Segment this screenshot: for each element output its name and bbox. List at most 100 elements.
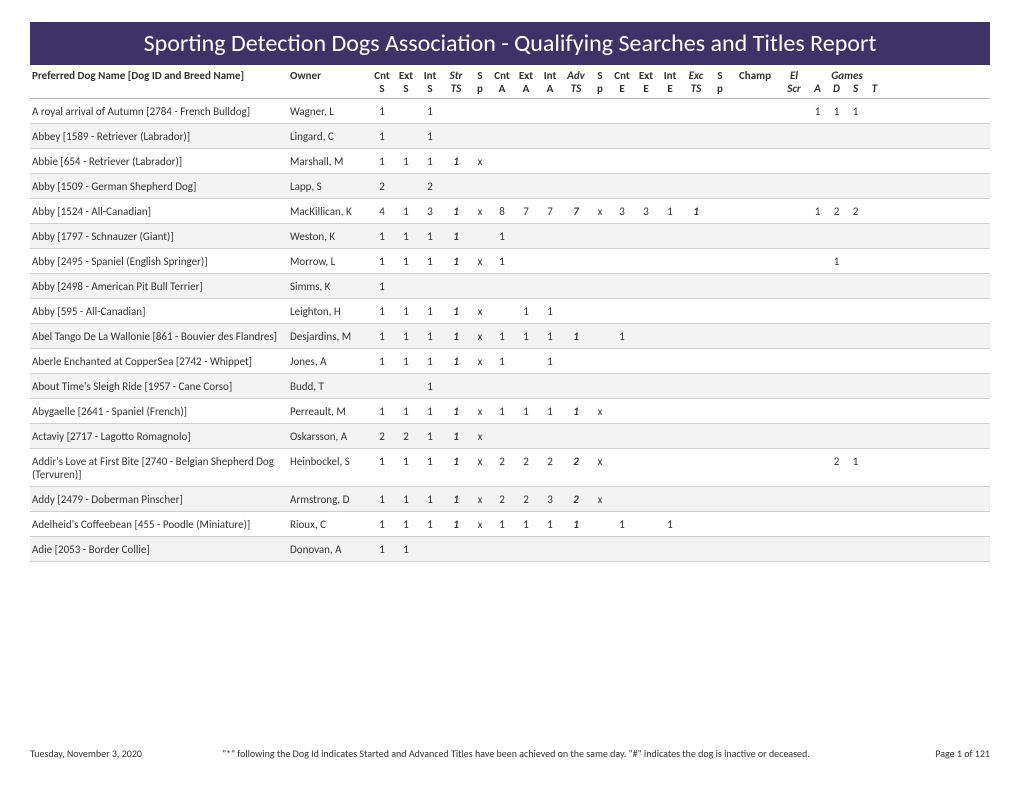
- cell-dog: Actaviy [2717 - Lagotto Romagnolo]: [30, 430, 290, 443]
- page-footer: Tuesday, November 3, 2020 "*" following …: [30, 747, 990, 760]
- cell: 1: [418, 518, 442, 531]
- table-row: Abbie [654 - Retriever (Labrador)]Marsha…: [30, 149, 990, 174]
- cell-owner: Wagner, L: [290, 105, 370, 118]
- cell: x: [470, 355, 490, 368]
- cell: 1: [370, 305, 394, 318]
- header-col-bot: TS: [682, 82, 710, 95]
- cell: 1: [538, 305, 562, 318]
- cell: x: [590, 493, 610, 506]
- cell: 1: [610, 330, 634, 343]
- cell: 1: [442, 205, 470, 218]
- cell: 1: [610, 518, 634, 531]
- cell: 1: [370, 130, 394, 143]
- table-row: Abby [1524 - All-Canadian]MacKillican, K…: [30, 199, 990, 224]
- cell: 1: [442, 305, 470, 318]
- cell-owner: Donovan, A: [290, 543, 370, 556]
- cell-owner: Lingard, C: [290, 130, 370, 143]
- table-row: Abby [1797 - Schnauzer (Giant)]Weston, K…: [30, 224, 990, 249]
- cell-owner: Simms, K: [290, 280, 370, 293]
- cell-dog: Aberle Enchanted at CopperSea [2742 - Wh…: [30, 355, 290, 368]
- header-row-2: SSSTSpAAATSpEEETSpScr ADST: [30, 82, 990, 99]
- cell: 2: [562, 455, 590, 468]
- cell-dog: About Time's Sleigh Ride [1957 - Cane Co…: [30, 380, 290, 393]
- table-row: Abby [2498 - American Pit Bull Terrier]S…: [30, 274, 990, 299]
- cell: 1: [394, 255, 418, 268]
- header-row-1: Preferred Dog Name [Dog ID and Breed Nam…: [30, 69, 990, 82]
- header-col-bot: S: [394, 82, 418, 95]
- cell: 1: [370, 455, 394, 468]
- cell: 1: [370, 230, 394, 243]
- table-row: A royal arrival of Autumn [2784 - French…: [30, 99, 990, 124]
- cell: 1: [514, 518, 538, 531]
- cell-dog: Abbie [654 - Retriever (Labrador)]: [30, 155, 290, 168]
- cell: 2: [490, 455, 514, 468]
- cell-game: 2: [827, 455, 846, 468]
- header-col-bot: p: [710, 82, 730, 95]
- cell: x: [470, 430, 490, 443]
- cell: 1: [394, 455, 418, 468]
- header-col-bot: p: [590, 82, 610, 95]
- cell: 1: [682, 205, 710, 218]
- header-games-sub: T: [865, 82, 884, 95]
- header-col-bot: E: [658, 82, 682, 95]
- cell-dog: Adie [2053 - Border Collie]: [30, 543, 290, 556]
- header-col-top: Exc: [682, 69, 710, 82]
- cell: 1: [442, 155, 470, 168]
- cell-owner: Desjardins, M: [290, 330, 370, 343]
- cell: x: [470, 205, 490, 218]
- header-col-top: S: [710, 69, 730, 82]
- table-row: Actaviy [2717 - Lagotto Romagnolo]Oskars…: [30, 424, 990, 449]
- cell-dog: Abygaelle [2641 - Spaniel (French)]: [30, 405, 290, 418]
- cell: 1: [490, 255, 514, 268]
- data-table: A royal arrival of Autumn [2784 - French…: [30, 99, 990, 562]
- cell-dog: Abby [1524 - All-Canadian]: [30, 205, 290, 218]
- cell: 1: [538, 355, 562, 368]
- cell: 1: [490, 405, 514, 418]
- header-col-top: Str: [442, 69, 470, 82]
- header-col-bot: p: [470, 82, 490, 95]
- cell: x: [470, 255, 490, 268]
- header-col-top: Ext: [394, 69, 418, 82]
- cell-owner: Perreault, M: [290, 405, 370, 418]
- cell: 1: [538, 405, 562, 418]
- cell: 4: [370, 205, 394, 218]
- cell-dog: Abby [2498 - American Pit Bull Terrier]: [30, 280, 290, 293]
- header-col-top: Champ: [730, 69, 780, 82]
- cell-dog: Adelheid's Coffeebean [455 - Poodle (Min…: [30, 518, 290, 531]
- table-row: About Time's Sleigh Ride [1957 - Cane Co…: [30, 374, 990, 399]
- footer-date: Tuesday, November 3, 2020: [30, 747, 142, 760]
- cell: 1: [418, 105, 442, 118]
- cell: 1: [370, 330, 394, 343]
- cell: 1: [370, 280, 394, 293]
- cell-game: 1: [808, 205, 827, 218]
- cell-game: 1: [808, 105, 827, 118]
- cell: x: [470, 155, 490, 168]
- header-games-sub: A: [808, 82, 827, 95]
- cell: 2: [370, 430, 394, 443]
- cell: 2: [418, 180, 442, 193]
- cell: 1: [442, 430, 470, 443]
- cell: 1: [538, 518, 562, 531]
- cell-owner: Morrow, L: [290, 255, 370, 268]
- cell: x: [470, 405, 490, 418]
- cell: 1: [418, 305, 442, 318]
- cell: 1: [394, 518, 418, 531]
- header-col-top: Int: [418, 69, 442, 82]
- header-col-bot: A: [514, 82, 538, 95]
- table-row: Abel Tango De La Wallonie [861 - Bouvier…: [30, 324, 990, 349]
- cell: 1: [394, 330, 418, 343]
- cell: 1: [418, 493, 442, 506]
- table-row: Adie [2053 - Border Collie]Donovan, A11: [30, 537, 990, 562]
- cell: 1: [442, 230, 470, 243]
- cell: 1: [370, 405, 394, 418]
- cell-owner: Lapp, S: [290, 180, 370, 193]
- cell: 1: [442, 255, 470, 268]
- cell: 1: [394, 493, 418, 506]
- cell-owner: Oskarsson, A: [290, 430, 370, 443]
- header-games-sub: S: [846, 82, 865, 95]
- cell: 1: [442, 355, 470, 368]
- header-col-bot: [730, 82, 780, 95]
- cell-game: 1: [846, 105, 865, 118]
- cell: 1: [418, 405, 442, 418]
- cell: 2: [562, 493, 590, 506]
